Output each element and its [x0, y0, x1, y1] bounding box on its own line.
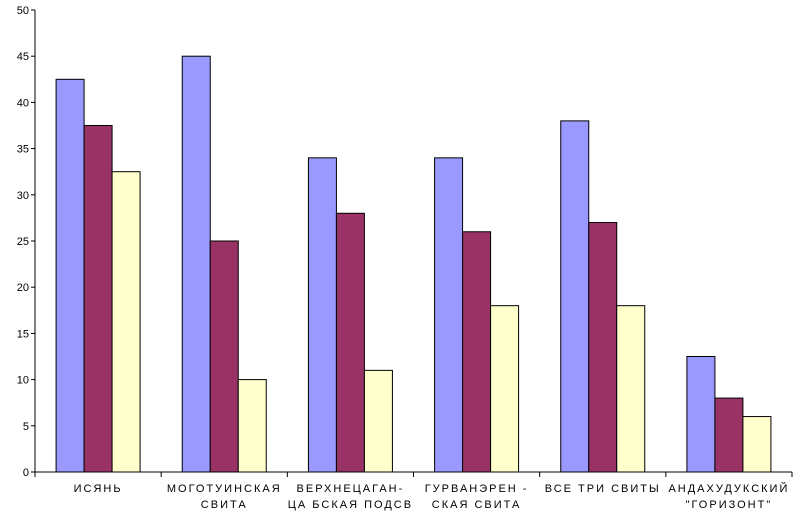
bar-series-2 [714, 397, 744, 473]
bar-series-1 [686, 356, 716, 473]
y-tick-label: 40 [17, 97, 29, 109]
y-tick-label: 45 [17, 51, 29, 63]
y-tick-label: 35 [17, 144, 29, 156]
bar-series-2 [83, 125, 113, 473]
bar-series-3 [237, 379, 267, 473]
bar-series-2 [462, 231, 492, 473]
x-category-label: ГУРВАНЭРЕН - [425, 483, 529, 495]
y-tick-label: 30 [17, 190, 29, 202]
y-axis: 0 5 10 15 20 25 30 35 40 45 50 [17, 5, 36, 479]
bar-series-3 [742, 416, 772, 473]
bar-series-3 [111, 171, 141, 473]
x-category-label: АНДАХУДУКСКИЙ [668, 482, 789, 495]
y-tick-label: 20 [17, 282, 29, 294]
bar-series-1 [181, 55, 211, 473]
bar-series-3 [363, 369, 393, 473]
y-tick-label: 10 [17, 375, 29, 387]
x-category-label: ИСЯНЬ [74, 483, 123, 495]
x-category-label: ВСЕ ТРИ СВИТЫ [545, 483, 661, 495]
x-axis: ИСЯНЬ МОГОТУИНСКАЯ СВИТА ВЕРХНЕЦАГАН- ЦА БСК… [34, 471, 793, 511]
y-tick-label: 0 [23, 467, 29, 479]
x-category-label: СВИТА [201, 499, 248, 511]
x-category-label: ЦА БСКАЯ ПОДСВ [288, 499, 413, 511]
y-tick-label: 25 [17, 236, 29, 248]
bar-series-1 [560, 120, 590, 473]
bar-series-1 [434, 157, 464, 473]
x-category-label: СКАЯ СВИТА [432, 499, 522, 511]
bar-series-3 [616, 305, 646, 473]
bars [55, 55, 772, 473]
bar-series-3 [490, 305, 520, 473]
bar-series-2 [209, 240, 239, 473]
x-category-label: ВЕРХНЕЦАГАН- [297, 483, 405, 495]
y-tick-label: 15 [17, 328, 29, 340]
bar-series-1 [55, 78, 85, 473]
bar-series-2 [588, 222, 618, 473]
x-category-label: МОГОТУИНСКАЯ [167, 483, 282, 495]
x-category-label: "ГОРИЗОНТ" [686, 499, 773, 511]
y-tick-label: 5 [23, 421, 29, 433]
y-tick-label: 50 [17, 5, 29, 17]
bar-series-1 [307, 157, 337, 473]
bar-series-2 [335, 212, 365, 473]
